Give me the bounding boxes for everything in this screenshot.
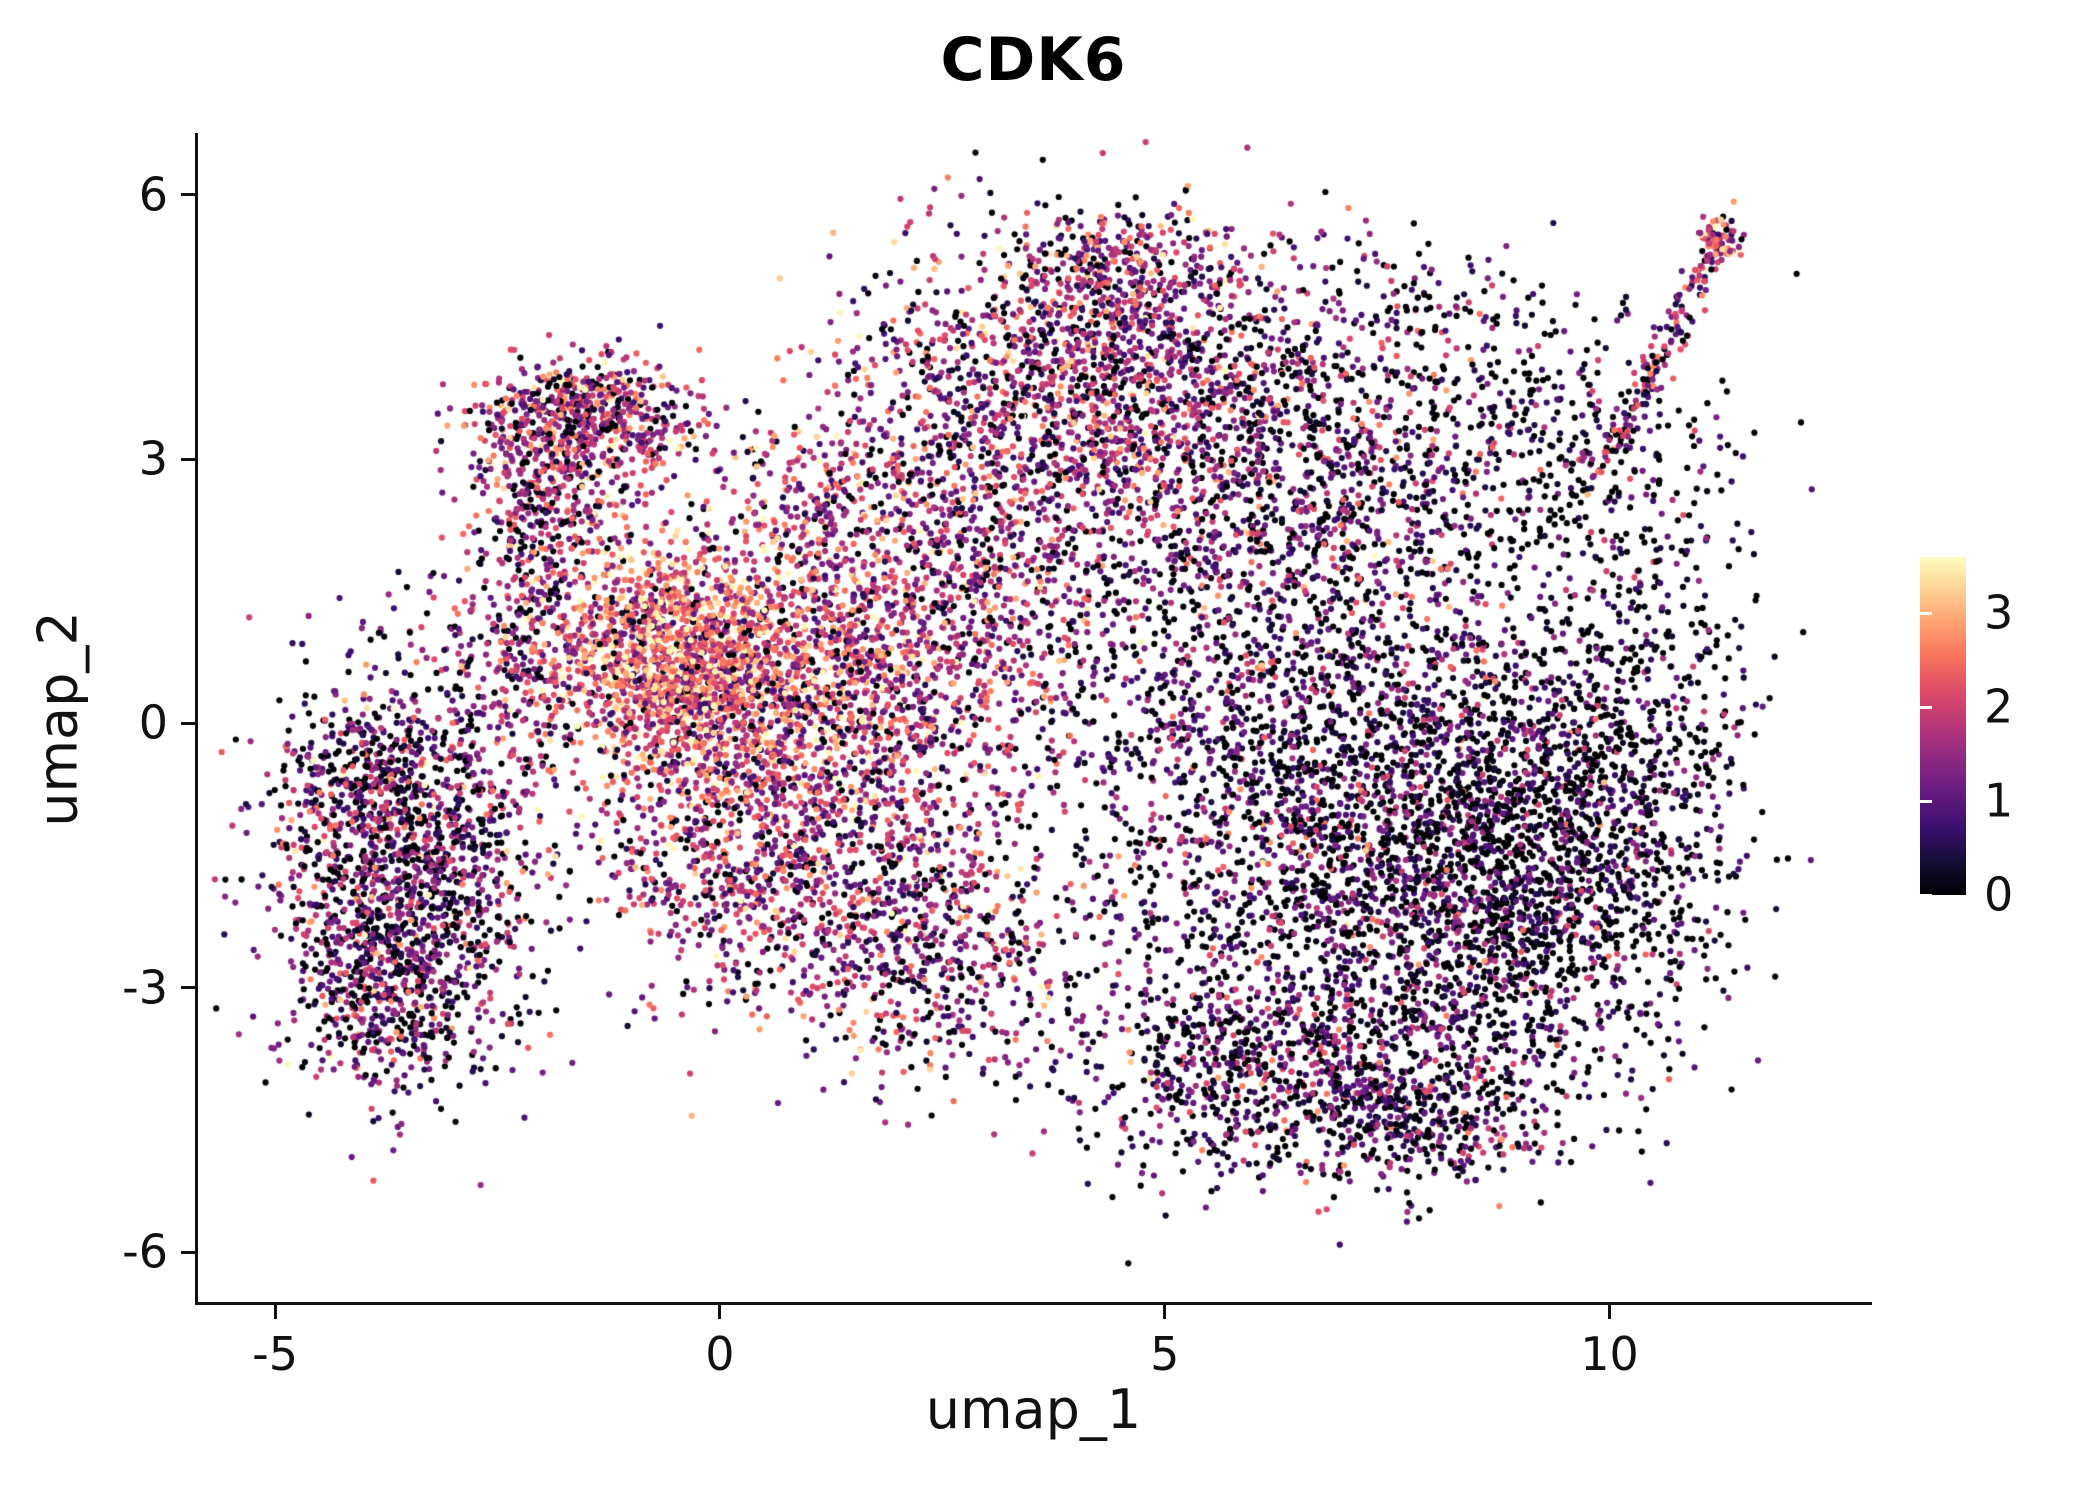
x-tick-mark: [718, 1305, 722, 1319]
x-tick-label: 10: [1580, 1327, 1639, 1381]
y-tick-mark: [181, 986, 195, 990]
y-tick-label: -3: [122, 960, 168, 1015]
colorbar-tick-mark: [1920, 705, 1932, 709]
y-tick-label: -6: [122, 1224, 168, 1279]
x-axis-label: umap_1: [925, 1378, 1142, 1441]
colorbar-tick-label: 1: [1984, 773, 2014, 828]
x-tick-label: 0: [705, 1327, 735, 1381]
y-tick-mark: [181, 457, 195, 461]
colorbar-tick-mark: [1920, 893, 1932, 897]
y-tick-label: 3: [138, 431, 168, 486]
colorbar-tick-label: 0: [1984, 867, 2014, 922]
colorbar-tick-mark: [1920, 799, 1932, 803]
x-tick-mark: [1608, 1305, 1612, 1319]
y-tick-label: 0: [138, 696, 168, 751]
x-tick-label: -5: [252, 1327, 298, 1381]
y-tick-mark: [181, 721, 195, 725]
plot-title: CDK6: [940, 25, 1127, 95]
colorbar-tick-label: 2: [1984, 679, 2014, 734]
y-tick-label: 6: [138, 167, 168, 222]
scatter-points-canvas: [198, 133, 1875, 1305]
colorbar-tick-mark: [1920, 611, 1932, 615]
plot-panel: [195, 133, 1875, 1305]
colorbar-gradient: [1920, 557, 1966, 895]
x-tick-mark: [1163, 1305, 1167, 1319]
x-tick-label: 5: [1150, 1327, 1180, 1381]
x-tick-mark: [273, 1305, 277, 1319]
y-tick-mark: [181, 193, 195, 197]
colorbar-tick-label: 3: [1984, 586, 2014, 641]
y-tick-mark: [181, 1250, 195, 1254]
